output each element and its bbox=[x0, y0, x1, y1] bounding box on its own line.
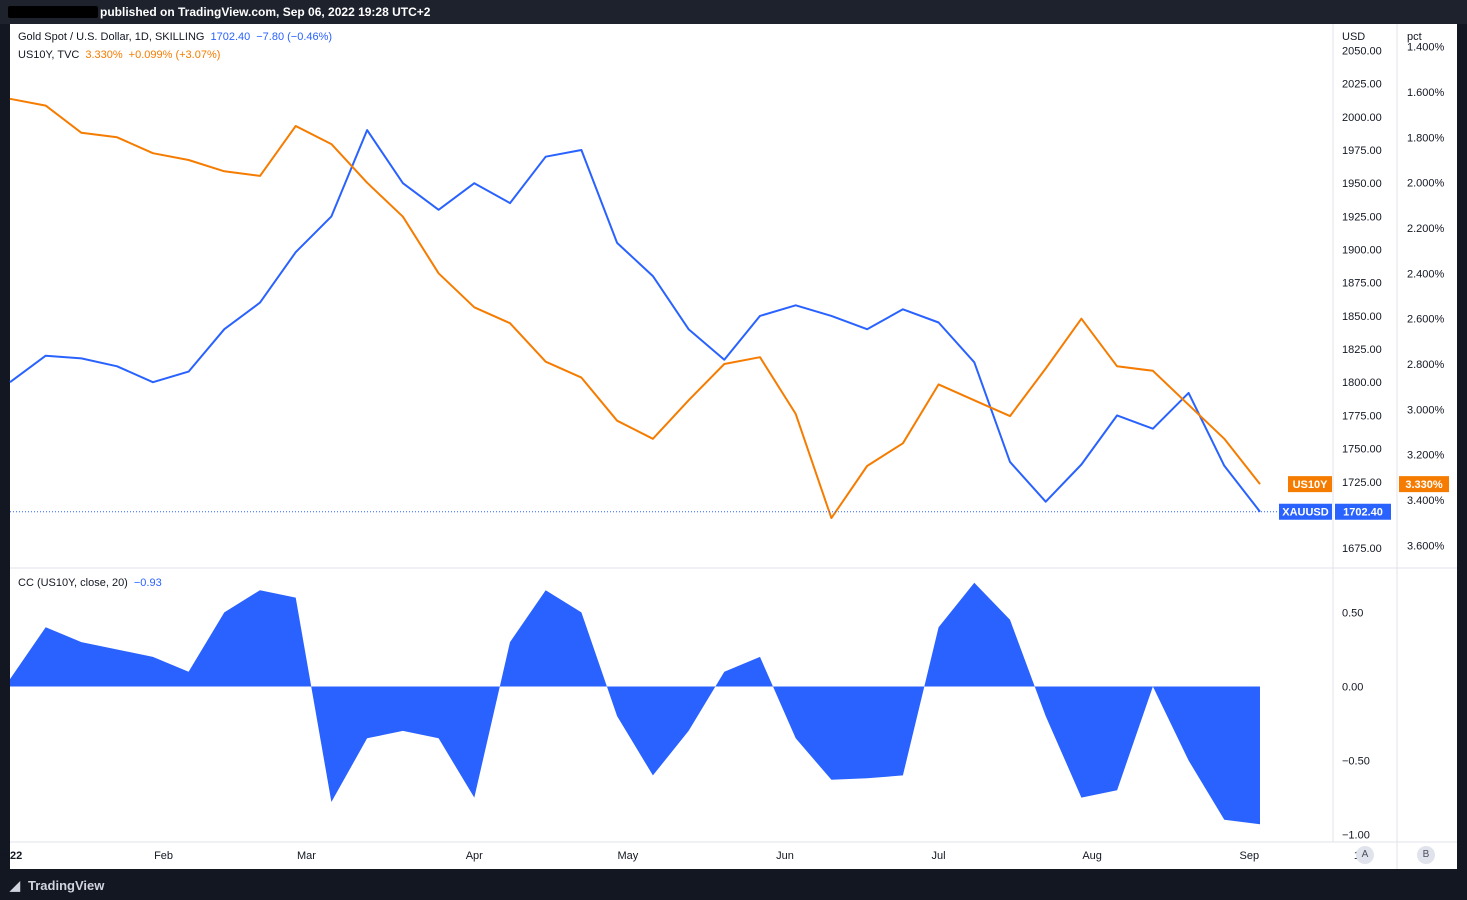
legend-us10y[interactable]: US10Y, TVC 3.330% +0.099% (+3.07%) bbox=[18, 49, 220, 61]
cc-area-fill bbox=[10, 582, 1260, 825]
usd-tick-label: 1725.00 bbox=[1342, 477, 1382, 489]
scale-a-button[interactable]: A bbox=[1356, 846, 1374, 864]
time-tick-label: Apr bbox=[466, 850, 483, 862]
tradingview-brand[interactable]: ◢ TradingView bbox=[10, 878, 104, 894]
usd-tick-label: 2025.00 bbox=[1342, 79, 1382, 91]
pct-tick-label: 2.800% bbox=[1407, 359, 1445, 371]
pct-tick-label: 3.000% bbox=[1407, 404, 1445, 416]
usd-tick-label: 1800.00 bbox=[1342, 377, 1382, 389]
time-tick-label: Jun bbox=[776, 850, 794, 862]
top-bar: published on TradingView.com, Sep 06, 20… bbox=[0, 0, 1467, 24]
pane-separators bbox=[10, 24, 1457, 869]
usd-tick-label: 2050.00 bbox=[1342, 46, 1382, 58]
pct-tick-label: 1.800% bbox=[1407, 132, 1445, 144]
us10y-value-tag bbox=[1399, 476, 1449, 493]
pct-tick-label: 2.000% bbox=[1407, 178, 1445, 190]
redacted-author bbox=[8, 6, 98, 18]
pct-tick-label: 2.600% bbox=[1407, 314, 1445, 326]
pct-axis-label: pct bbox=[1407, 31, 1422, 43]
us10y-name-tag bbox=[1288, 476, 1332, 493]
cc-tick-label: −1.00 bbox=[1342, 830, 1370, 842]
time-tick-label: 2022 bbox=[0, 850, 22, 862]
time-tick-label: Feb bbox=[154, 850, 173, 862]
legend-us10y-price: 3.330% bbox=[85, 49, 123, 61]
usd-tick-label: 1875.00 bbox=[1342, 278, 1382, 290]
scale-b-button[interactable]: B bbox=[1417, 846, 1435, 864]
gold-name-tag bbox=[1279, 503, 1332, 520]
price-tags: US10Y 3.330% XAUUSD 1702.40 bbox=[1279, 476, 1449, 520]
price-lines bbox=[9, 97, 1333, 520]
legend-gold-name: Gold Spot / U.S. Dollar, 1D, SKILLING bbox=[18, 31, 205, 43]
time-tick-label: Mar bbox=[297, 850, 316, 862]
legend-gold-change: −7.80 (−0.46%) bbox=[256, 31, 333, 43]
pct-tick-label: 2.400% bbox=[1407, 268, 1445, 280]
time-tick-label: Aug bbox=[1082, 850, 1102, 862]
cc-tick-label: 0.50 bbox=[1342, 607, 1363, 619]
usd-tick-label: 1750.00 bbox=[1342, 444, 1382, 456]
gold-value-tag-text: 1702.40 bbox=[1343, 507, 1383, 519]
usd-tick-label: 1925.00 bbox=[1342, 211, 1382, 223]
pct-tick-label: 3.600% bbox=[1407, 540, 1445, 552]
tradingview-logo-icon: ◢ bbox=[10, 878, 20, 893]
tradingview-brand-text: TradingView bbox=[28, 878, 105, 893]
legend-cc-name: CC (US10Y, close, 20) bbox=[18, 577, 128, 589]
usd-axis-label: USD bbox=[1342, 31, 1366, 43]
gold-name-tag-text: XAUUSD bbox=[1282, 507, 1329, 519]
usd-tick-label: 1900.00 bbox=[1342, 245, 1382, 257]
legend-gold-price: 1702.40 bbox=[210, 31, 251, 43]
footer bbox=[0, 869, 1467, 900]
legend-us10y-name: US10Y, TVC bbox=[18, 49, 80, 61]
us10y-value-tag-text: 3.330% bbox=[1405, 479, 1443, 491]
usd-tick-label: 1850.00 bbox=[1342, 311, 1382, 323]
legend-us10y-change: +0.099% (+3.07%) bbox=[128, 49, 221, 61]
usd-tick-label: 1825.00 bbox=[1342, 344, 1382, 356]
time-tick-label: Jul bbox=[932, 850, 946, 862]
cc-tick-label: −0.50 bbox=[1342, 756, 1370, 768]
legend-gold[interactable]: Gold Spot / U.S. Dollar, 1D, SKILLING 170… bbox=[18, 31, 332, 43]
time-tick-label: Sep bbox=[1239, 850, 1259, 862]
gold-value-tag bbox=[1335, 503, 1391, 520]
usd-tick-label: 1975.00 bbox=[1342, 145, 1382, 157]
usd-tick-label: 1775.00 bbox=[1342, 410, 1382, 422]
time-tick-label: May bbox=[617, 850, 638, 862]
pct-tick-label: 3.200% bbox=[1407, 450, 1445, 462]
published-text: published on TradingView.com, Sep 06, 20… bbox=[100, 5, 431, 19]
cc-area bbox=[10, 582, 1260, 825]
gold-line bbox=[9, 129, 1261, 513]
axis-labels: 2050.00 2025.00 2000.00 1975.00 1950.00 1925.… bbox=[0, 42, 1445, 862]
pct-tick-label: 1.400% bbox=[1407, 42, 1445, 54]
pct-tick-label: 2.200% bbox=[1407, 223, 1445, 235]
usd-tick-label: 2000.00 bbox=[1342, 112, 1382, 124]
usd-tick-label: 1675.00 bbox=[1342, 543, 1382, 555]
us10y-name-tag-text: US10Y bbox=[1293, 479, 1329, 491]
legend-cc[interactable]: CC (US10Y, close, 20) −0.93 bbox=[18, 577, 162, 589]
usd-tick-label: 1950.00 bbox=[1342, 178, 1382, 190]
pct-tick-label: 3.400% bbox=[1407, 495, 1445, 507]
pct-tick-label: 1.600% bbox=[1407, 87, 1445, 99]
legend-cc-value: −0.93 bbox=[133, 577, 162, 589]
cc-tick-label: 0.00 bbox=[1342, 681, 1363, 693]
us10y-line bbox=[9, 97, 1261, 520]
